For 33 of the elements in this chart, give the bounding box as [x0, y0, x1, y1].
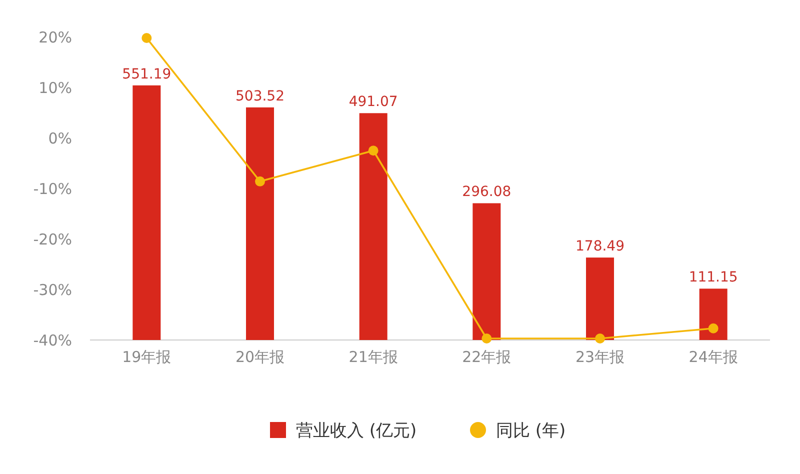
y-tick-label: 0%	[48, 129, 72, 148]
point	[482, 333, 492, 344]
data-label: 551.19	[122, 66, 172, 82]
x-tick-label: 19年报	[122, 348, 172, 366]
x-tick-label: 21年报	[348, 348, 398, 366]
legend-label: 营业收入 (亿元)	[296, 420, 417, 441]
point	[255, 176, 265, 186]
data-label: 111.15	[688, 270, 738, 286]
data-label: 178.49	[576, 238, 624, 255]
data-label: 296.08	[462, 184, 512, 200]
point	[368, 146, 378, 156]
bar	[699, 288, 728, 340]
y-tick-label: -30%	[33, 280, 72, 299]
bar	[132, 85, 161, 340]
y-tick-label: 20%	[38, 28, 72, 46]
y-tick-label: -40%	[33, 331, 72, 350]
y-tick-label: -20%	[33, 230, 72, 248]
point	[142, 33, 152, 44]
x-tick-label: 24年报	[688, 348, 738, 366]
bar	[359, 113, 388, 340]
bar	[246, 107, 274, 340]
bar	[472, 203, 501, 340]
y-tick-label: 10%	[38, 78, 72, 97]
y-tick-label: -10%	[33, 180, 72, 198]
x-tick-label: 23年报	[575, 348, 625, 366]
point	[595, 333, 605, 344]
legend-label: 同比 (年)	[496, 420, 566, 441]
data-label: 491.07	[348, 94, 398, 110]
bar	[586, 258, 614, 340]
x-tick-label: 20年报	[235, 348, 285, 366]
data-label: 503.52	[236, 88, 284, 104]
x-tick-label: 22年报	[462, 348, 512, 366]
point	[708, 323, 718, 334]
